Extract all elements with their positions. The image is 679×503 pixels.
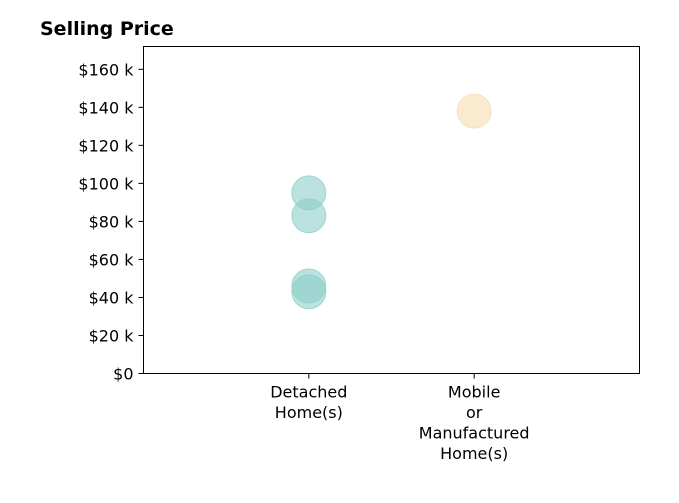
y-tick-label: $0 <box>113 365 133 384</box>
data-point <box>291 198 327 234</box>
y-tick-label: $40 k <box>89 288 135 307</box>
x-axis: Detached Home(s) Mobile or Manufactured Home(… <box>270 373 530 464</box>
y-tick-label: $140 k <box>78 98 134 117</box>
data-point <box>456 93 492 129</box>
plot-frame <box>143 46 640 374</box>
y-tick-label: $160 k <box>78 60 134 79</box>
y-axis: $0 $20 k $40 k $60 k $80 k $100 k $120 k $140 k… <box>78 60 144 384</box>
x-tick-label: Detached Home(s) <box>270 383 347 423</box>
plot-area <box>291 93 492 310</box>
chart-title: Selling Price <box>40 18 174 40</box>
x-tick-label: Mobile or Manufactured Home(s) <box>419 383 530 464</box>
y-tick-label: $100 k <box>78 174 134 193</box>
y-tick-label: $20 k <box>89 326 135 345</box>
y-tick-label: $80 k <box>89 212 135 231</box>
data-point <box>291 274 327 310</box>
y-tick-label: $60 k <box>89 250 135 269</box>
y-tick-label: $120 k <box>78 136 134 155</box>
